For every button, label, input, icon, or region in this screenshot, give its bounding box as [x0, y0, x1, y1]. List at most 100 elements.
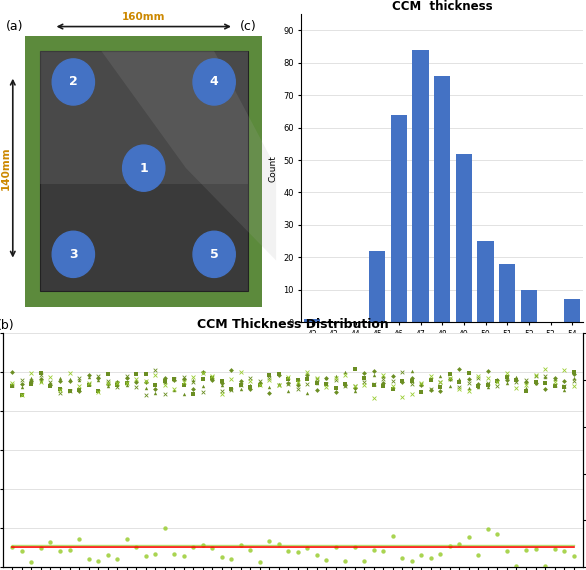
Point: [369, 379, 379, 388]
Point: [379, 382, 388, 391]
Point: [198, 368, 207, 377]
Point: [426, 375, 435, 384]
Point: [407, 373, 417, 382]
Point: [8, 380, 17, 389]
Point: [360, 556, 369, 565]
Point: [113, 379, 122, 388]
Point: [93, 387, 103, 396]
Point: [522, 383, 531, 392]
Y-axis label: Count: Count: [268, 154, 278, 182]
Point: [293, 377, 302, 386]
Point: [540, 371, 550, 380]
Point: [483, 374, 493, 383]
Point: [36, 377, 46, 386]
Point: [340, 370, 350, 380]
Point: [398, 377, 407, 386]
Point: [179, 377, 188, 386]
Point: [151, 388, 160, 397]
Point: [360, 368, 369, 377]
Point: [246, 373, 255, 382]
Point: [445, 374, 455, 383]
Point: [284, 547, 293, 556]
Point: [522, 545, 531, 555]
Point: [331, 388, 340, 397]
Point: [236, 380, 246, 389]
Point: [227, 386, 236, 395]
Point: [198, 368, 207, 377]
Point: [322, 556, 331, 565]
Point: [131, 378, 141, 387]
Point: [93, 371, 103, 380]
FancyBboxPatch shape: [39, 51, 248, 184]
Point: [246, 382, 255, 392]
Point: [65, 376, 74, 385]
Text: 140mm: 140mm: [1, 146, 11, 190]
Point: [493, 376, 502, 385]
Point: [151, 550, 160, 559]
Point: [550, 544, 559, 553]
Point: [464, 378, 473, 388]
Point: [350, 365, 359, 374]
Point: [207, 372, 217, 381]
Point: [417, 379, 426, 388]
Point: [569, 374, 578, 383]
Point: [388, 381, 397, 390]
Point: [350, 542, 359, 551]
Point: [255, 558, 264, 567]
Point: [274, 370, 284, 380]
Point: [398, 376, 407, 385]
Point: [74, 381, 84, 390]
Point: [103, 550, 113, 559]
Point: [369, 381, 379, 390]
Point: [274, 379, 284, 388]
Point: [236, 380, 246, 389]
Point: [540, 378, 550, 388]
Point: [8, 381, 17, 390]
Point: [55, 373, 64, 382]
Point: [227, 384, 236, 393]
Point: [84, 372, 93, 381]
Point: [131, 374, 141, 383]
Point: [284, 379, 293, 388]
Point: [293, 380, 302, 389]
Text: 4: 4: [210, 75, 219, 88]
Bar: [434, 76, 451, 322]
Point: [436, 371, 445, 380]
Point: [264, 536, 274, 545]
Point: [169, 550, 179, 559]
Point: [207, 543, 217, 552]
Point: [217, 389, 226, 398]
Point: [331, 371, 340, 380]
Point: [122, 535, 131, 544]
Polygon shape: [101, 51, 276, 260]
Point: [569, 368, 578, 377]
Point: [27, 376, 36, 385]
Circle shape: [193, 59, 235, 105]
Point: [284, 373, 293, 382]
Point: [540, 364, 550, 373]
Point: [293, 547, 302, 556]
Point: [302, 388, 312, 397]
Point: [379, 374, 388, 384]
Point: [284, 378, 293, 388]
Point: [8, 367, 17, 376]
Point: [17, 376, 26, 385]
Point: [379, 371, 388, 380]
Point: [426, 376, 435, 385]
Point: [302, 374, 312, 384]
Point: [436, 378, 445, 387]
Point: [274, 539, 284, 548]
Point: [255, 378, 264, 388]
Point: [464, 384, 473, 393]
Point: [264, 389, 274, 398]
Point: [141, 377, 150, 386]
Point: [293, 375, 302, 384]
Point: [93, 376, 103, 385]
Point: [264, 375, 274, 384]
Point: [160, 389, 169, 398]
Point: [522, 376, 531, 385]
Point: [340, 379, 350, 388]
Point: [141, 552, 150, 561]
Point: [331, 543, 340, 552]
Point: [141, 384, 150, 393]
